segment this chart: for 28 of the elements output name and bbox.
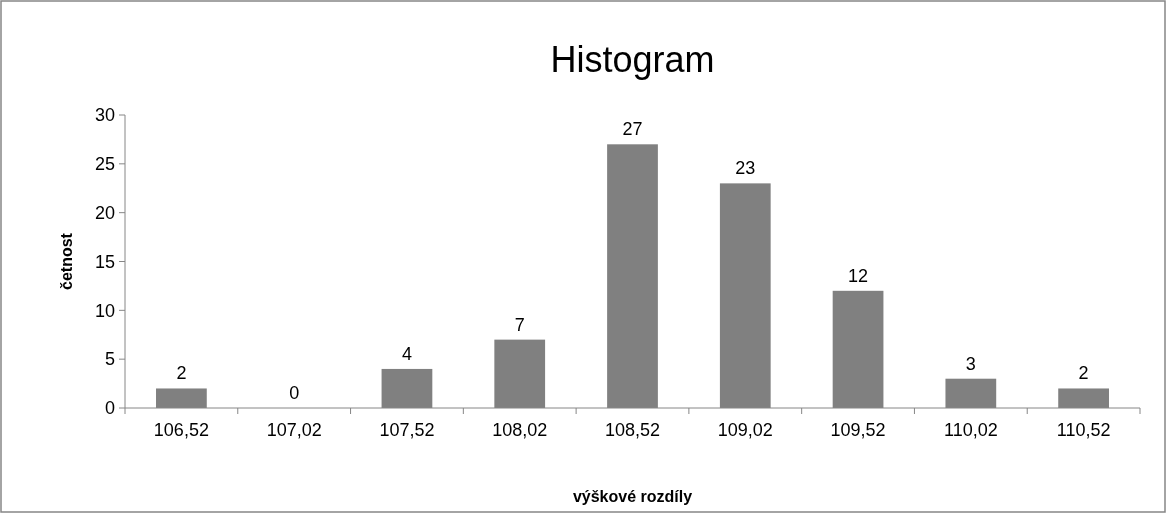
y-axis-title: četnost [58, 232, 75, 290]
y-tick-label: 5 [104, 349, 115, 370]
x-tick-label: 109,52 [830, 420, 886, 440]
y-tick-label: 0 [104, 398, 115, 419]
data-label: 7 [514, 314, 525, 335]
y-tick-label: 15 [94, 251, 115, 272]
y-tick-label: 25 [94, 154, 115, 175]
x-axis-title: výškové rozdíly [572, 488, 693, 505]
x-tick-label: 107,02 [266, 420, 322, 440]
data-label: 0 [289, 383, 300, 403]
x-tick-label: 108,52 [604, 420, 661, 440]
data-label: 27 [622, 119, 643, 140]
data-label: 12 [848, 265, 869, 286]
x-tick-label: 106,52 [153, 420, 209, 440]
data-label: 2 [176, 363, 187, 384]
x-tick-label: 110,02 [943, 420, 998, 440]
data-label: 23 [735, 158, 756, 179]
y-tick-label: 10 [94, 300, 115, 321]
x-tick-label: 107,52 [379, 420, 435, 440]
data-label: 3 [965, 353, 976, 374]
y-tick-label: 20 [94, 202, 115, 223]
y-tick-label: 30 [94, 105, 115, 126]
data-label: 2 [1078, 363, 1089, 384]
x-tick-label: 109,02 [717, 420, 773, 440]
x-tick-label: 110,52 [1056, 420, 1111, 440]
data-label: 4 [401, 343, 412, 364]
chart-title: Histogram [550, 39, 715, 80]
x-tick-label: 108,02 [492, 420, 548, 440]
